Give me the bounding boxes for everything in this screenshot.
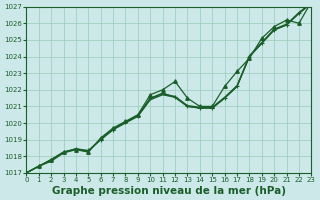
X-axis label: Graphe pression niveau de la mer (hPa): Graphe pression niveau de la mer (hPa) — [52, 186, 286, 196]
